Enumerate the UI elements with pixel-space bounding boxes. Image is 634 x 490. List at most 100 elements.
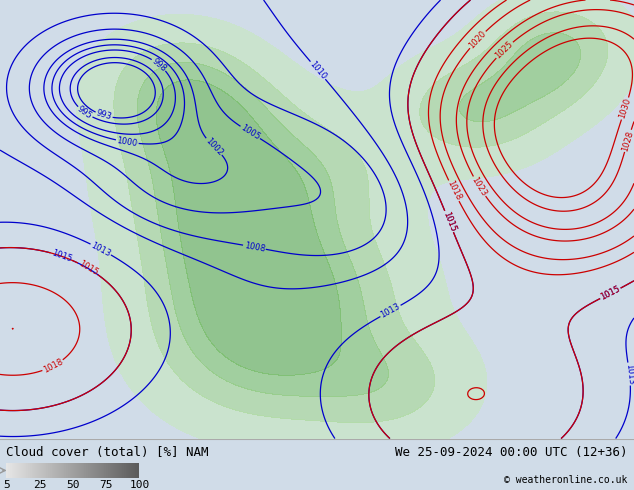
Text: 995: 995 bbox=[76, 104, 94, 121]
Text: 1005: 1005 bbox=[239, 123, 261, 142]
Text: 1015: 1015 bbox=[77, 259, 100, 278]
Bar bbox=[45, 463, 46, 478]
Bar bbox=[86, 463, 87, 478]
Bar bbox=[42, 463, 43, 478]
Bar bbox=[121, 463, 122, 478]
Bar bbox=[126, 463, 127, 478]
Bar bbox=[49, 463, 50, 478]
Text: 25: 25 bbox=[33, 480, 46, 490]
Bar bbox=[64, 463, 65, 478]
Bar bbox=[46, 463, 47, 478]
Text: 1023: 1023 bbox=[470, 175, 489, 198]
Bar bbox=[115, 463, 116, 478]
Bar bbox=[135, 463, 136, 478]
Bar bbox=[25, 463, 26, 478]
Bar bbox=[36, 463, 37, 478]
Bar bbox=[54, 463, 55, 478]
Text: 100: 100 bbox=[129, 480, 150, 490]
Text: We 25-09-2024 00:00 UTC (12+36): We 25-09-2024 00:00 UTC (12+36) bbox=[395, 446, 628, 459]
Bar bbox=[101, 463, 102, 478]
Bar bbox=[59, 463, 60, 478]
Bar bbox=[58, 463, 59, 478]
Bar bbox=[71, 463, 72, 478]
Text: 1020: 1020 bbox=[467, 29, 488, 50]
Bar bbox=[10, 463, 11, 478]
Bar bbox=[19, 463, 20, 478]
Bar bbox=[70, 463, 71, 478]
Bar bbox=[79, 463, 80, 478]
Bar bbox=[76, 463, 77, 478]
Bar bbox=[38, 463, 39, 478]
Bar bbox=[12, 463, 13, 478]
Bar bbox=[90, 463, 91, 478]
Bar bbox=[11, 463, 12, 478]
Bar bbox=[109, 463, 110, 478]
Bar bbox=[104, 463, 105, 478]
Bar bbox=[8, 463, 9, 478]
Bar bbox=[97, 463, 98, 478]
Text: 1002: 1002 bbox=[204, 136, 224, 157]
Bar bbox=[72, 463, 73, 478]
Bar bbox=[110, 463, 111, 478]
Text: 1015: 1015 bbox=[599, 285, 622, 302]
Bar bbox=[116, 463, 117, 478]
Bar bbox=[55, 463, 56, 478]
Bar bbox=[129, 463, 130, 478]
Bar bbox=[131, 463, 132, 478]
Bar bbox=[14, 463, 15, 478]
Text: 1015: 1015 bbox=[441, 210, 457, 233]
Bar bbox=[44, 463, 45, 478]
Bar bbox=[73, 463, 74, 478]
Text: 1013: 1013 bbox=[89, 241, 112, 258]
Bar bbox=[84, 463, 85, 478]
Bar bbox=[94, 463, 95, 478]
Bar bbox=[105, 463, 107, 478]
Bar bbox=[80, 463, 81, 478]
Bar bbox=[117, 463, 118, 478]
Bar bbox=[125, 463, 126, 478]
Bar bbox=[111, 463, 112, 478]
Bar bbox=[85, 463, 86, 478]
Bar bbox=[6, 463, 7, 478]
Bar bbox=[37, 463, 38, 478]
Bar bbox=[118, 463, 119, 478]
Bar bbox=[50, 463, 51, 478]
Bar bbox=[13, 463, 14, 478]
Bar bbox=[100, 463, 101, 478]
Text: 1015: 1015 bbox=[50, 248, 73, 264]
Bar bbox=[92, 463, 93, 478]
Bar bbox=[127, 463, 128, 478]
Bar bbox=[52, 463, 53, 478]
Bar bbox=[33, 463, 34, 478]
Text: 1000: 1000 bbox=[116, 136, 138, 148]
Bar bbox=[34, 463, 35, 478]
Bar bbox=[18, 463, 19, 478]
Bar bbox=[95, 463, 96, 478]
Text: © weatheronline.co.uk: © weatheronline.co.uk bbox=[504, 475, 628, 485]
Bar bbox=[7, 463, 8, 478]
Bar bbox=[9, 463, 10, 478]
Bar bbox=[17, 463, 18, 478]
Bar bbox=[128, 463, 129, 478]
Text: 1018: 1018 bbox=[445, 179, 462, 202]
Bar bbox=[119, 463, 120, 478]
Bar bbox=[26, 463, 27, 478]
Text: 1015: 1015 bbox=[599, 285, 622, 302]
Bar bbox=[48, 463, 49, 478]
Text: 1010: 1010 bbox=[307, 59, 328, 81]
Bar bbox=[57, 463, 58, 478]
Bar bbox=[130, 463, 131, 478]
Bar bbox=[39, 463, 41, 478]
Bar bbox=[99, 463, 100, 478]
Bar bbox=[114, 463, 115, 478]
Bar bbox=[132, 463, 133, 478]
Text: 5: 5 bbox=[3, 480, 10, 490]
Bar bbox=[124, 463, 125, 478]
Bar bbox=[87, 463, 88, 478]
Bar bbox=[82, 463, 83, 478]
Text: 1013: 1013 bbox=[624, 363, 634, 385]
Text: 1025: 1025 bbox=[494, 39, 515, 60]
Bar bbox=[16, 463, 17, 478]
Bar bbox=[107, 463, 108, 478]
Text: 1013: 1013 bbox=[379, 302, 402, 320]
